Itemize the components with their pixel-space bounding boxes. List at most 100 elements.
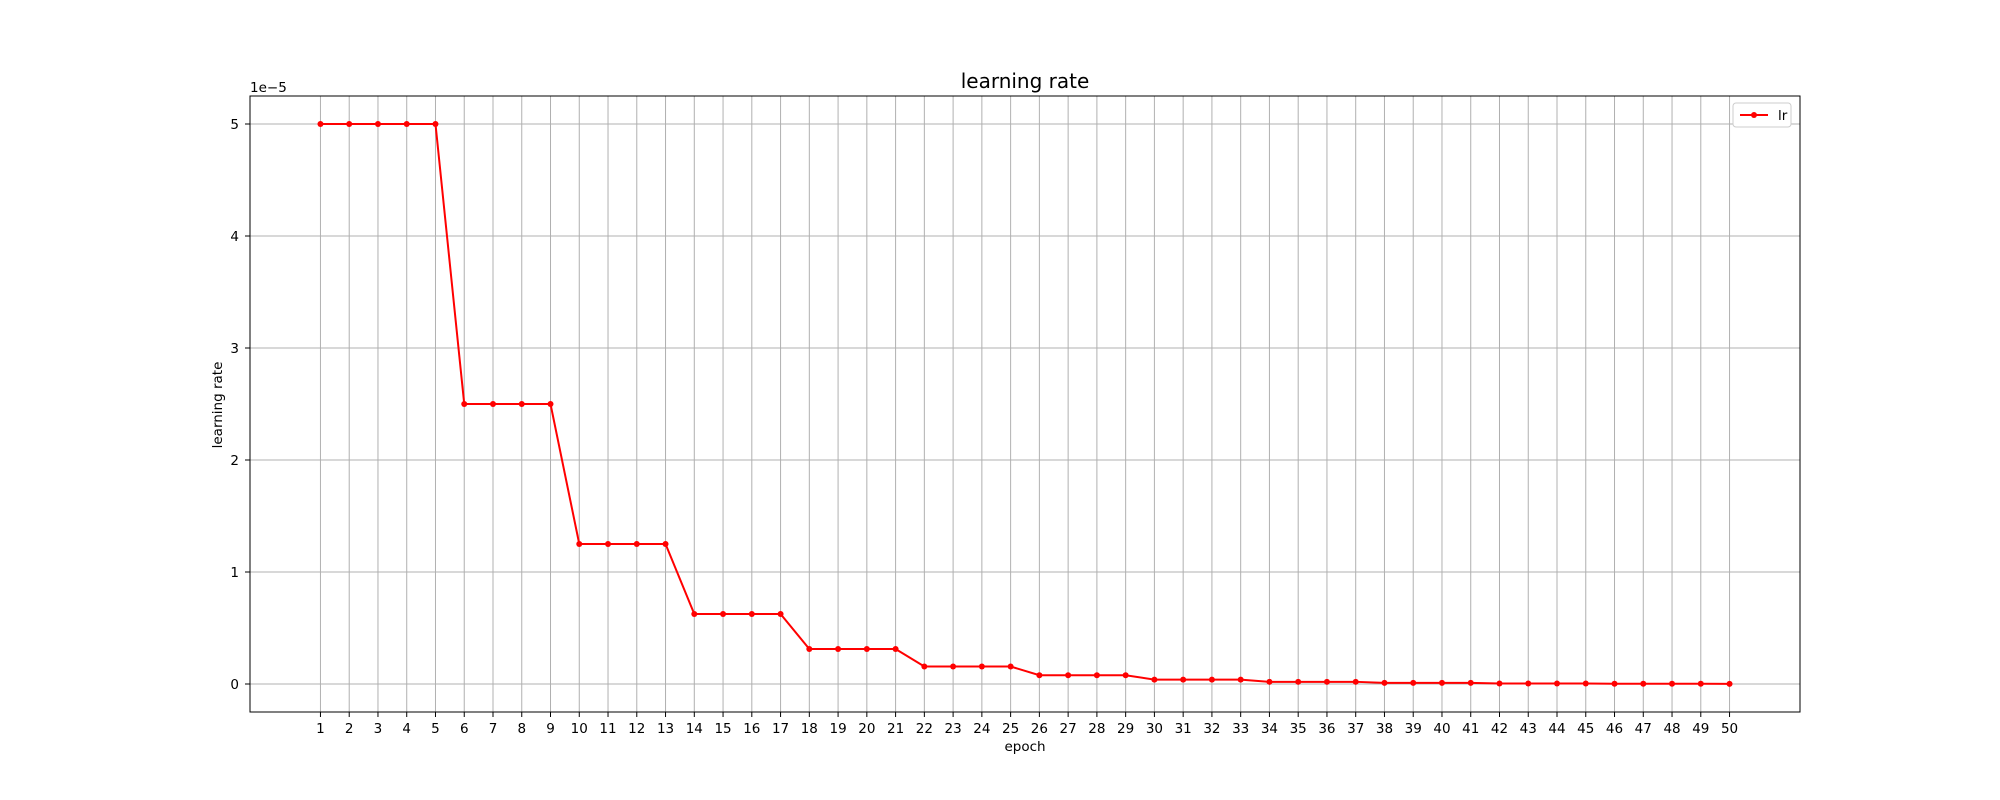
x-tick-label: 31 [1175, 721, 1192, 737]
y-tick-label: 4 [230, 229, 239, 245]
x-tick-label: 15 [714, 721, 731, 737]
x-axis-ticks: 1 2 3 4 5 6 7 8 9 10 11 12 13 14 15 16 17 18 19 20 21 22 23 24 2… [316, 712, 1738, 737]
data-point [748, 611, 755, 617]
data-point [921, 663, 928, 670]
x-tick-label: 16 [743, 721, 760, 737]
x-tick-label: 19 [829, 721, 846, 737]
legend-marker-lr [1751, 112, 1757, 118]
data-point [1180, 676, 1187, 683]
y-axis-label: learning rate [210, 362, 226, 449]
x-tick-label: 40 [1433, 721, 1450, 737]
x-tick-label: 33 [1232, 721, 1249, 737]
x-tick-label: 13 [657, 721, 674, 737]
data-point [1697, 680, 1704, 687]
data-point [720, 611, 727, 617]
x-tick-label: 2 [345, 721, 354, 737]
y-tick-label: 2 [230, 453, 239, 469]
data-point [978, 663, 985, 670]
legend: lr [1732, 102, 1792, 128]
x-tick-label: 42 [1491, 721, 1508, 737]
y-tick-label: 1 [230, 565, 239, 581]
data-point [518, 401, 525, 407]
x-tick-label: 44 [1548, 721, 1565, 737]
x-tick-label: 10 [571, 721, 588, 737]
data-point [489, 401, 496, 407]
x-tick-label: 37 [1347, 721, 1364, 737]
data-point [1669, 680, 1676, 687]
y-tick-label: 0 [230, 677, 239, 693]
x-tick-label: 43 [1520, 721, 1537, 737]
data-point [317, 121, 324, 127]
chart-title: learning rate [961, 69, 1090, 93]
data-point [1093, 672, 1100, 679]
x-tick-label: 20 [858, 721, 875, 737]
x-tick-label: 36 [1318, 721, 1335, 737]
data-point [1525, 680, 1532, 687]
data-point [1266, 678, 1273, 685]
data-point [1640, 680, 1647, 687]
grid [250, 96, 1800, 712]
data-point [1611, 680, 1618, 687]
data-point [633, 541, 640, 547]
x-tick-label: 18 [801, 721, 818, 737]
x-tick-label: 23 [945, 721, 962, 737]
data-point [1467, 679, 1474, 686]
data-point [1036, 672, 1043, 679]
plot-area [249, 95, 1801, 713]
data-point [1726, 680, 1733, 687]
x-tick-label: 46 [1606, 721, 1623, 737]
data-point [1295, 678, 1302, 685]
data-point [892, 646, 899, 652]
x-tick-label: 28 [1088, 721, 1105, 737]
data-point [1410, 679, 1417, 686]
series-layer [317, 121, 1733, 687]
data-point [777, 611, 784, 617]
data-point [1208, 676, 1215, 683]
x-tick-label: 24 [973, 721, 990, 737]
data-point [1323, 678, 1330, 685]
y-tick-label: 5 [230, 117, 239, 133]
data-point [806, 646, 813, 652]
data-point [576, 541, 583, 547]
x-tick-label: 26 [1031, 721, 1048, 737]
x-tick-label: 25 [1002, 721, 1019, 737]
y-axis-ticks: 0 1 2 3 4 5 [230, 117, 250, 693]
x-tick-label: 50 [1721, 721, 1738, 737]
x-tick-label: 35 [1290, 721, 1307, 737]
data-point [835, 646, 842, 652]
x-tick-label: 32 [1203, 721, 1220, 737]
x-tick-label: 21 [887, 721, 904, 737]
data-point [605, 541, 612, 547]
x-tick-label: 30 [1146, 721, 1163, 737]
data-point [461, 401, 468, 407]
series-line-lr [320, 123, 1730, 685]
x-tick-label: 34 [1261, 721, 1278, 737]
x-tick-label: 9 [546, 721, 555, 737]
data-point [1151, 676, 1158, 683]
data-point [1582, 680, 1589, 687]
data-point [547, 401, 554, 407]
x-tick-label: 27 [1060, 721, 1077, 737]
x-tick-label: 22 [916, 721, 933, 737]
x-tick-label: 39 [1405, 721, 1422, 737]
x-tick-label: 5 [431, 721, 440, 737]
x-tick-label: 49 [1692, 721, 1709, 737]
data-point [1496, 680, 1503, 687]
x-tick-label: 3 [374, 721, 383, 737]
data-point [1352, 678, 1359, 685]
x-tick-label: 45 [1577, 721, 1594, 737]
x-tick-label: 29 [1117, 721, 1134, 737]
x-tick-label: 17 [772, 721, 789, 737]
data-point [691, 611, 698, 617]
data-point [374, 121, 381, 127]
data-point [1065, 672, 1072, 679]
data-point [1554, 680, 1561, 687]
x-tick-label: 1 [316, 721, 325, 737]
x-tick-label: 11 [599, 721, 616, 737]
x-tick-label: 12 [628, 721, 645, 737]
data-point [863, 646, 870, 652]
x-tick-label: 47 [1635, 721, 1652, 737]
legend-label-lr: lr [1778, 108, 1788, 124]
x-tick-label: 4 [402, 721, 411, 737]
